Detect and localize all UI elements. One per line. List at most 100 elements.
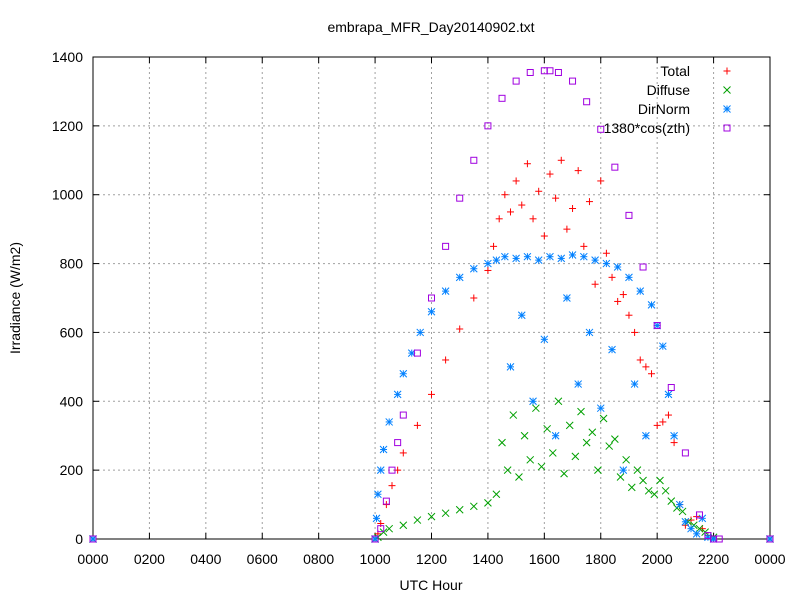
- data-point: [503, 466, 512, 474]
- series-3: [89, 67, 774, 543]
- data-point: [523, 160, 531, 168]
- legend-label: 1380*cos(zth): [604, 120, 690, 136]
- data-point: [653, 322, 661, 330]
- data-point: [495, 215, 503, 223]
- legend-label: DirNorm: [638, 101, 690, 117]
- data-point: [580, 242, 588, 250]
- legend-marker: [723, 86, 731, 94]
- series-1: [89, 397, 774, 543]
- y-tick-label: 1400: [52, 49, 83, 65]
- data-point: [588, 428, 597, 437]
- data-point: [630, 380, 639, 388]
- data-point: [441, 509, 450, 518]
- data-point: [608, 273, 616, 281]
- data-point: [455, 505, 464, 514]
- data-point: [89, 535, 97, 543]
- data-point: [512, 254, 520, 263]
- data-point: [650, 490, 659, 499]
- data-point: [642, 431, 650, 440]
- x-tick-label: 1000: [360, 551, 391, 567]
- data-point: [715, 535, 723, 543]
- data-point: [639, 476, 647, 485]
- data-point: [501, 191, 509, 199]
- data-point: [594, 466, 602, 474]
- data-point: [371, 535, 379, 543]
- data-point: [506, 208, 514, 216]
- data-point: [667, 384, 675, 392]
- data-point: [490, 242, 498, 250]
- data-point: [574, 167, 582, 175]
- data-point: [520, 431, 529, 440]
- data-point: [540, 335, 549, 344]
- data-point: [647, 301, 656, 309]
- data-point: [512, 77, 520, 85]
- data-point: [551, 431, 560, 440]
- x-tick-label: 0200: [134, 551, 165, 567]
- data-point: [515, 473, 523, 481]
- data-point: [608, 345, 616, 354]
- data-point: [619, 291, 627, 299]
- data-point: [388, 482, 396, 490]
- data-point: [636, 356, 644, 364]
- data-point: [427, 307, 436, 316]
- data-point: [611, 163, 619, 171]
- data-point: [659, 418, 667, 426]
- data-point: [661, 486, 670, 495]
- y-tick-label: 0: [75, 531, 83, 547]
- legend-marker: [723, 124, 731, 132]
- data-point: [372, 514, 381, 523]
- y-tick-label: 200: [60, 462, 84, 478]
- legend-marker: [723, 67, 731, 75]
- grid-lines: [93, 57, 770, 539]
- data-point: [484, 122, 492, 130]
- data-point: [656, 476, 664, 485]
- data-point: [543, 424, 552, 433]
- data-point: [678, 507, 687, 516]
- data-point: [526, 455, 535, 464]
- data-point: [427, 512, 436, 521]
- data-point: [585, 328, 594, 337]
- data-point: [591, 256, 599, 264]
- data-point: [413, 349, 421, 357]
- data-point: [399, 449, 407, 457]
- x-tick-label: 1600: [529, 551, 560, 567]
- data-point: [492, 256, 501, 264]
- data-point: [625, 311, 633, 319]
- data-point: [579, 252, 588, 261]
- data-point: [574, 380, 583, 388]
- data-point: [498, 94, 506, 102]
- data-point: [653, 421, 661, 429]
- data-point: [613, 263, 622, 271]
- data-point: [416, 328, 425, 337]
- data-point: [664, 411, 672, 419]
- data-point: [399, 521, 408, 530]
- data-point: [548, 449, 557, 457]
- x-axis-label: UTC Hour: [399, 577, 462, 593]
- data-point: [599, 414, 608, 423]
- x-tick-label: 2000: [642, 551, 673, 567]
- data-point: [498, 438, 506, 447]
- y-tick-label: 600: [60, 324, 84, 340]
- legend-label: Total: [660, 63, 690, 79]
- data-point: [534, 256, 543, 264]
- data-point: [597, 125, 605, 133]
- data-point: [532, 404, 540, 413]
- data-point: [766, 535, 774, 543]
- data-point: [371, 535, 379, 543]
- data-point: [681, 517, 690, 526]
- data-point: [625, 273, 633, 282]
- data-point: [523, 252, 532, 261]
- y-tick-label: 1200: [52, 118, 83, 134]
- data-point: [399, 411, 407, 419]
- data-point: [509, 411, 518, 419]
- data-point: [653, 321, 662, 330]
- data-point: [625, 211, 633, 219]
- legend-marker: [723, 105, 731, 113]
- data-point: [619, 466, 628, 474]
- y-axis-ticks: 0 200 400 600 800 1000 1200 1400: [52, 49, 770, 547]
- chart-title: embrapa_MFR_Day20140902.txt: [327, 19, 534, 35]
- data-point: [605, 442, 614, 450]
- data-point: [631, 328, 639, 336]
- data-point: [569, 77, 577, 85]
